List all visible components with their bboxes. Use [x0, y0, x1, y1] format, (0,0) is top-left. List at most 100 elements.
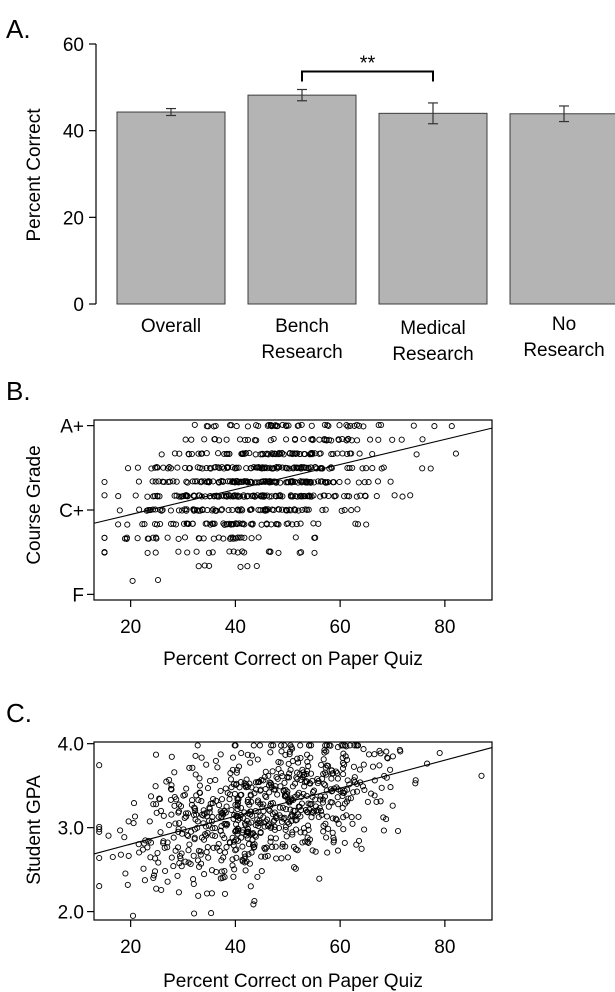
panel-c-point [192, 752, 199, 759]
panel-b-point [354, 521, 362, 528]
panel-c-point [153, 885, 160, 892]
panel-c-point [228, 806, 235, 814]
panel-c-point [351, 742, 358, 749]
panel-b-point [257, 451, 264, 458]
panel-b-point [225, 492, 232, 499]
panel-a-category-label: Bench [275, 316, 329, 337]
panel-b-point [206, 562, 213, 569]
panel-b-point [275, 492, 282, 500]
panel-b-point [205, 549, 213, 556]
panel-c-point [307, 801, 314, 808]
panel-c-point [327, 742, 334, 749]
panel-c-point [196, 782, 203, 789]
panel-b-point [229, 479, 236, 486]
panel-c-point [361, 786, 368, 794]
panel-b-point [124, 465, 132, 472]
panel-b-point [223, 521, 230, 528]
panel-b-point [283, 436, 290, 443]
panel-b-point [178, 493, 185, 500]
panel-b-point [287, 507, 294, 514]
panel-b-point [356, 422, 363, 429]
panel-b-point [215, 450, 222, 457]
panel-c-point [200, 836, 208, 843]
panel-c-point [310, 787, 318, 794]
panel-c-point [335, 820, 342, 827]
panel-c-point [182, 858, 189, 865]
panel-c-point [258, 853, 265, 860]
panel-b-point [236, 507, 243, 514]
panel-c-point [384, 754, 391, 761]
panel-c-point [145, 837, 152, 844]
panel-c-point [177, 803, 185, 810]
panel-c-point [150, 874, 157, 882]
panel-c-point [230, 838, 237, 845]
panel-b-point [343, 437, 350, 444]
panel-c-point [320, 796, 327, 803]
panel-b-point [250, 492, 257, 499]
panel-b-point [344, 492, 351, 500]
panel-c-point [191, 836, 198, 843]
panel-c-point [320, 780, 327, 787]
panel-c-point [205, 854, 212, 861]
panel-c-point [198, 798, 205, 805]
panel-c-point [189, 797, 196, 804]
panel-a-category-label: Medical [400, 318, 465, 339]
panel-c-point [340, 771, 347, 778]
panel-c-point [167, 785, 175, 792]
panel-c-point [248, 752, 256, 759]
panel-b-point [278, 449, 286, 457]
panel-b-point [323, 479, 330, 486]
panel-b-point [238, 534, 245, 541]
panel-c-point [296, 803, 303, 810]
panel-b-point [275, 451, 282, 458]
panel-b-point [378, 421, 385, 429]
panel-b-point [315, 478, 322, 485]
panel-c-point [257, 800, 264, 808]
panel-c-point [125, 852, 132, 859]
panel-b-point [321, 492, 328, 499]
panel-c-point [387, 784, 394, 791]
panel-c-point [181, 814, 188, 822]
panel-b-point [275, 521, 282, 528]
panel-c-point [384, 755, 391, 762]
panel-b-point [136, 506, 143, 513]
panel-c-point [322, 782, 329, 789]
panel-b-point [135, 478, 142, 485]
panel-b-point [264, 506, 272, 513]
panel-b-point [275, 464, 282, 471]
panel-b-point [304, 493, 311, 500]
panel-c-point [273, 774, 280, 781]
panel-c-point [192, 807, 199, 814]
panel-c-point [303, 778, 310, 785]
panel-c-point [176, 853, 184, 860]
panel-b-point [218, 506, 226, 513]
panel-c-point [282, 826, 289, 833]
panel-c-point [194, 818, 201, 825]
panel-c-point [214, 764, 221, 771]
panel-c-point [231, 790, 238, 797]
panel-c-point [368, 790, 375, 797]
panel-b-point [262, 506, 269, 513]
panel-b-point [158, 507, 165, 514]
panel-c-point [226, 796, 233, 803]
panel-c-point [276, 812, 283, 819]
panel-b-point [283, 423, 290, 430]
panel-c-point [343, 812, 350, 819]
panel-c-point [310, 809, 317, 816]
panel-b-point [227, 422, 234, 429]
panel-c-point [349, 820, 356, 827]
panel-c-point [240, 827, 247, 834]
panel-c-point [229, 834, 236, 841]
panel-b-point [185, 451, 192, 458]
panel-c-point [380, 827, 387, 834]
panel-c-point [304, 822, 312, 829]
panel-c-point [334, 847, 342, 854]
panel-b-point [271, 450, 278, 457]
panel-b-point [267, 422, 274, 429]
panel-b-point [354, 506, 361, 513]
panel-b-point [204, 507, 211, 514]
panel-b-point [194, 478, 201, 485]
panel-c-point [341, 761, 348, 768]
panel-c-point [252, 779, 260, 786]
panel-c-y-axis-title: Student GPA [24, 775, 45, 885]
